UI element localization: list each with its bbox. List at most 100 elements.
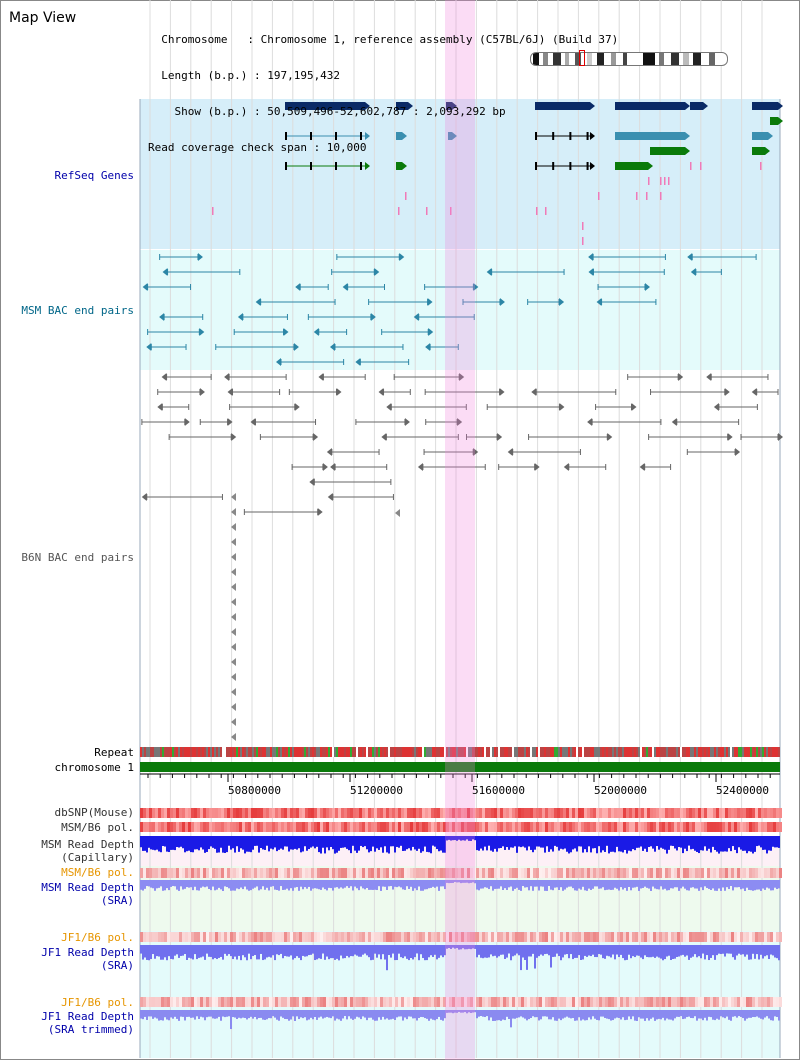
heat-cell [638, 932, 641, 942]
depth-bar [486, 945, 488, 958]
heat-cell [500, 822, 503, 832]
heat-cell [731, 868, 734, 878]
depth-bar [684, 880, 686, 889]
depth-bar [734, 945, 736, 960]
depth-bar [492, 880, 494, 891]
heat-cell [482, 868, 485, 878]
repeat-segment [368, 747, 370, 757]
heat-cell [746, 997, 749, 1007]
heat-cell [185, 997, 188, 1007]
gene-feature [752, 132, 768, 140]
heat-cell [761, 868, 764, 878]
repeat-segment [370, 747, 372, 757]
heat-cell [584, 932, 587, 942]
heat-cell [692, 932, 695, 942]
depth-bar [332, 945, 334, 959]
heat-cell [176, 868, 179, 878]
depth-bar [660, 836, 662, 848]
repeat-segment [148, 747, 150, 757]
track-label-jf1-depth[interactable]: JF1 Read Depth [41, 946, 134, 959]
depth-bar [504, 945, 506, 959]
repeat-segment [288, 747, 290, 757]
heat-cell [200, 868, 203, 878]
track-label-msm-depth-sra[interactable]: MSM Read Depth [41, 881, 134, 894]
chromosome-ideogram[interactable] [530, 52, 728, 66]
selected-region-highlight[interactable] [445, 0, 475, 1060]
depth-bar [162, 880, 164, 891]
depth-bar [376, 945, 378, 958]
depth-bar [254, 880, 256, 888]
heat-cell [335, 997, 338, 1007]
heat-cell [311, 932, 314, 942]
bac-pair [313, 433, 319, 441]
heat-cell [140, 997, 143, 1007]
track-label-msm-depth-sra-sub: (SRA) [100, 894, 134, 907]
heat-cell [596, 822, 599, 832]
heat-cell [728, 822, 731, 832]
depth-bar [168, 945, 170, 957]
track-label-repeat[interactable]: Repeat [94, 746, 134, 759]
heat-cell [257, 868, 260, 878]
heat-cell [701, 808, 704, 818]
repeat-segment [570, 747, 572, 757]
depth-bar [512, 880, 514, 891]
repeat-segment [418, 747, 420, 757]
heat-cell [392, 932, 395, 942]
ideogram-position-marker[interactable] [579, 50, 585, 66]
depth-bar [398, 945, 400, 954]
depth-bar [702, 880, 704, 891]
track-label-chromosome[interactable]: chromosome 1 [54, 761, 134, 774]
heat-cell [512, 868, 515, 878]
heat-cell [620, 997, 623, 1007]
depth-bar [254, 945, 256, 956]
track-label-jf1-depth-trim[interactable]: JF1 Read Depth [41, 1010, 134, 1023]
track-label-jf1-b6-pol[interactable]: JF1/B6 pol. [61, 931, 134, 944]
heat-cell [698, 822, 701, 832]
heat-cell [152, 808, 155, 818]
heat-cell [224, 932, 227, 942]
depth-bar [204, 945, 206, 960]
depth-bar [284, 836, 286, 847]
track-label-jf1-b6-pol-2[interactable]: JF1/B6 pol. [61, 996, 134, 1009]
heat-cell [452, 997, 455, 1007]
track-label-msm-b6-pol-2[interactable]: MSM/B6 pol. [61, 866, 134, 879]
depth-bar [164, 880, 166, 891]
heat-cell [254, 932, 257, 942]
heat-cell [749, 822, 752, 832]
gene-feature [285, 162, 287, 170]
heat-cell [164, 822, 167, 832]
repeat-segment [580, 747, 582, 757]
heat-cell [389, 808, 392, 818]
depth-bar [718, 945, 720, 954]
track-label-msm-bac[interactable]: MSM BAC end pairs [21, 304, 134, 317]
repeat-segment [334, 747, 336, 757]
heat-cell [146, 822, 149, 832]
track-label-refseq[interactable]: RefSeq Genes [54, 169, 134, 182]
heat-cell [527, 808, 530, 818]
repeat-segment [720, 747, 722, 757]
depth-bar [520, 945, 522, 971]
depth-bar [754, 836, 756, 852]
depth-bar [438, 945, 440, 958]
heat-cell [419, 808, 422, 818]
track-label-dbsnp[interactable]: dbSNP(Mouse) [54, 806, 134, 819]
heat-cell [596, 868, 599, 878]
heat-cell [560, 932, 563, 942]
depth-bar [502, 836, 504, 847]
heat-cell [548, 868, 551, 878]
repeat-segment [658, 747, 660, 757]
heat-cell [584, 822, 587, 832]
heat-cell [581, 997, 584, 1007]
track-label-b6n-bac[interactable]: B6N BAC end pairs [21, 551, 134, 564]
heat-cell [317, 822, 320, 832]
track-label-msm-b6-pol[interactable]: MSM/B6 pol. [61, 821, 134, 834]
track-label-msm-depth-cap[interactable]: MSM Read Depth [41, 838, 134, 851]
heat-cell [302, 997, 305, 1007]
repeat-segment [518, 747, 520, 757]
bac-pair [336, 388, 342, 396]
depth-bar [236, 945, 238, 960]
repeat-segment [610, 747, 612, 757]
depth-bar [442, 945, 444, 958]
heat-cell [182, 997, 185, 1007]
